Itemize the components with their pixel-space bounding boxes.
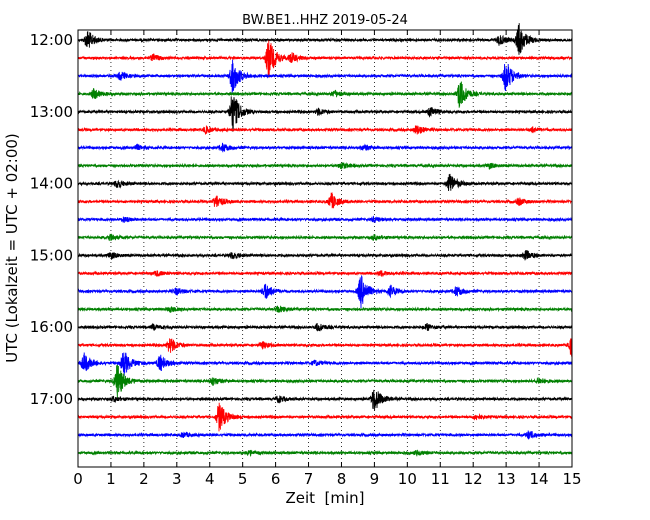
axis-ticks [77, 30, 573, 467]
seismic-trace-13:00 [77, 96, 573, 132]
chart-title: BW.BE1..HHZ 2019-05-24 [242, 13, 408, 28]
seismic-trace-13:15 [77, 125, 573, 136]
y-tick-label: 17:00 [30, 390, 73, 408]
seismic-trace-17:00 [77, 389, 573, 411]
seismic-trace-12:45 [77, 81, 573, 108]
y-tick-label: 14:00 [30, 175, 73, 193]
vertical-grid [110, 30, 540, 467]
y-tick-label: 16:00 [30, 318, 73, 336]
seismic-trace-16:45 [77, 365, 573, 399]
x-tick-label: 7 [304, 470, 314, 488]
seismic-trace-15:45 [77, 305, 573, 313]
x-tick-label: 0 [73, 470, 83, 488]
x-tick-label: 9 [370, 470, 380, 488]
y-tick-label: 12:00 [30, 31, 73, 49]
y-axis-label: UTC (Lokalzeit = UTC + 02:00) [3, 133, 21, 363]
x-tick-label: 1 [106, 470, 116, 488]
seismic-trace-17:45 [77, 449, 573, 457]
seismic-trace-12:00 [77, 23, 573, 55]
seismic-trace-16:00 [77, 322, 573, 332]
seismic-trace-14:45 [77, 233, 573, 242]
seismic-trace-17:15 [77, 402, 573, 432]
y-tick-label: 15:00 [30, 246, 73, 264]
seismic-trace-17:30 [77, 430, 573, 440]
seismic-trace-12:30 [77, 59, 573, 94]
seismic-trace-16:15 [77, 334, 573, 357]
x-tick-label: 3 [172, 470, 182, 488]
seismic-trace-16:30 [77, 352, 573, 377]
x-tick-label: 4 [205, 470, 215, 488]
plot-border [77, 29, 573, 468]
seismic-trace-14:00 [77, 173, 573, 191]
seismic-trace-12:15 [77, 40, 573, 78]
seismic-trace-14:15 [77, 192, 573, 209]
x-tick-label: 15 [562, 470, 581, 488]
x-tick-label: 8 [337, 470, 347, 488]
seismic-trace-14:30 [77, 215, 573, 223]
x-tick-label: 6 [271, 470, 281, 488]
x-tick-label: 13 [497, 470, 516, 488]
plot-frame [78, 30, 572, 467]
x-axis-label: Zeit [min] [285, 489, 364, 507]
x-tick-label: 14 [530, 470, 549, 488]
x-tick-label: 10 [398, 470, 417, 488]
x-tick-label: 2 [139, 470, 149, 488]
x-tick-labels: 0 1 2 3 4 5 6 7 8 9 10 11 12 13 14 15 [73, 470, 581, 488]
seismic-trace-15:30 [77, 275, 573, 308]
seismic-trace-15:15 [77, 270, 573, 278]
seismic-trace-13:45 [77, 162, 573, 170]
x-tick-label: 5 [238, 470, 248, 488]
seismic-trace-13:30 [77, 142, 573, 153]
y-tick-label: 13:00 [30, 103, 73, 121]
x-tick-label: 12 [464, 470, 483, 488]
seismic-trace-15:00 [77, 249, 573, 261]
x-tick-label: 11 [431, 470, 450, 488]
y-tick-labels: 12:00 13:00 14:00 15:00 16:00 17:00 [30, 31, 73, 408]
trace-group [77, 23, 573, 457]
